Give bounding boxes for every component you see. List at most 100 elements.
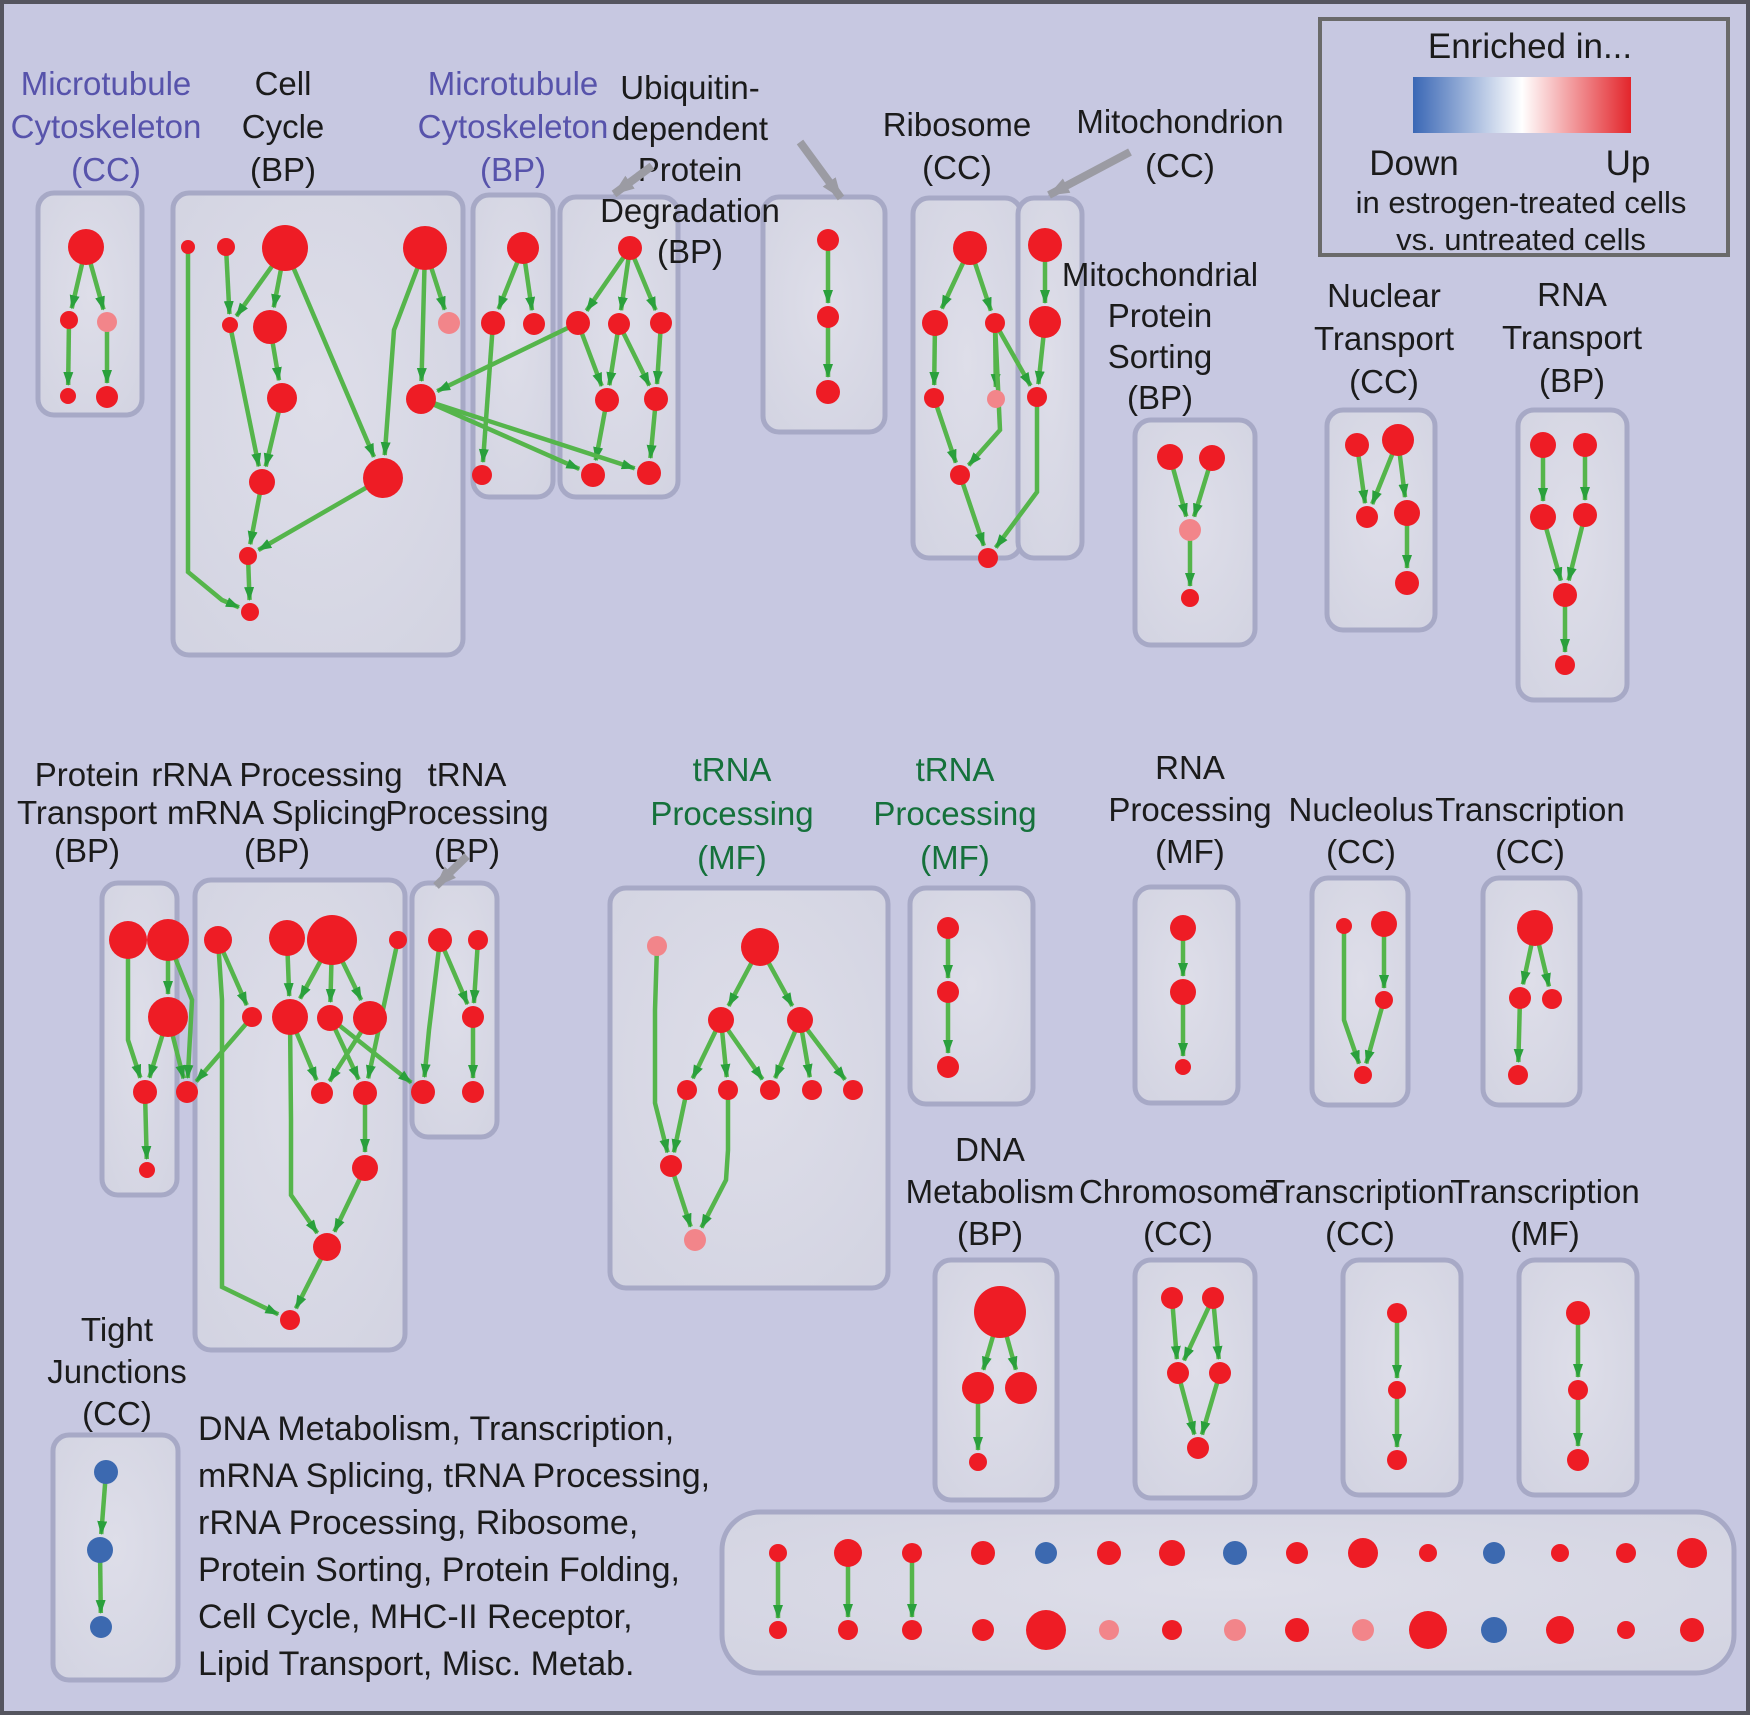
go-term-node-red[interactable] <box>1028 228 1062 262</box>
go-term-node-red[interactable] <box>272 999 308 1035</box>
go-term-node-red[interactable] <box>353 1001 387 1035</box>
go-term-node-red[interactable] <box>462 1081 484 1103</box>
go-term-node-red[interactable] <box>1509 987 1531 1009</box>
go-term-node-pink[interactable] <box>1352 1619 1374 1641</box>
go-term-node-red[interactable] <box>937 1056 959 1078</box>
go-term-node-red[interactable] <box>363 458 403 498</box>
go-term-node-red[interactable] <box>950 465 970 485</box>
go-term-node-red[interactable] <box>1387 1450 1407 1470</box>
go-term-node-red[interactable] <box>902 1620 922 1640</box>
go-term-node-red[interactable] <box>242 1007 262 1027</box>
go-term-node-pink[interactable] <box>647 936 667 956</box>
go-term-node-red[interactable] <box>267 383 297 413</box>
go-term-node-pink[interactable] <box>684 1229 706 1251</box>
go-term-node-red[interactable] <box>1187 1437 1209 1459</box>
go-term-node-red[interactable] <box>1285 1618 1309 1642</box>
go-term-node-red[interactable] <box>937 917 959 939</box>
go-term-node-red[interactable] <box>769 1544 787 1562</box>
go-term-node-pink[interactable] <box>1099 1620 1119 1640</box>
go-term-node-red[interactable] <box>1617 1621 1635 1639</box>
go-term-node-red[interactable] <box>760 1080 780 1100</box>
go-term-node-red[interactable] <box>307 915 357 965</box>
go-term-node-blue[interactable] <box>1481 1617 1507 1643</box>
go-term-node-red[interactable] <box>1345 433 1369 457</box>
go-term-node-pink[interactable] <box>1179 519 1201 541</box>
go-term-node-red[interactable] <box>595 388 619 412</box>
go-term-node-red[interactable] <box>403 226 447 270</box>
go-term-node-red[interactable] <box>139 1162 155 1178</box>
go-term-node-blue[interactable] <box>87 1537 113 1563</box>
go-term-node-red[interactable] <box>838 1620 858 1640</box>
go-term-node-red[interactable] <box>1199 445 1225 471</box>
go-term-node-red[interactable] <box>974 1286 1026 1338</box>
go-term-node-red[interactable] <box>1005 1372 1037 1404</box>
go-term-node-red[interactable] <box>1680 1618 1704 1642</box>
go-term-node-pink[interactable] <box>1224 1619 1246 1641</box>
go-term-node-red[interactable] <box>1209 1362 1231 1384</box>
go-term-node-red[interactable] <box>650 312 672 334</box>
go-term-node-red[interactable] <box>1181 589 1199 607</box>
go-term-node-red[interactable] <box>109 921 147 959</box>
go-term-node-pink[interactable] <box>987 390 1005 408</box>
go-term-node-red[interactable] <box>317 1005 343 1031</box>
go-term-node-red[interactable] <box>787 1007 813 1033</box>
go-term-node-red[interactable] <box>1354 1066 1372 1084</box>
go-term-node-red[interactable] <box>68 229 104 265</box>
go-term-node-red[interactable] <box>1286 1542 1308 1564</box>
go-term-node-red[interactable] <box>817 306 839 328</box>
go-term-node-red[interactable] <box>411 1080 435 1104</box>
go-term-node-red[interactable] <box>1026 1610 1066 1650</box>
go-term-node-red[interactable] <box>816 380 840 404</box>
go-term-node-red[interactable] <box>1546 1616 1574 1644</box>
go-term-node-red[interactable] <box>1542 989 1562 1009</box>
go-term-node-red[interactable] <box>937 981 959 1003</box>
go-term-node-red[interactable] <box>985 313 1005 333</box>
go-term-node-red[interactable] <box>962 1372 994 1404</box>
go-term-node-red[interactable] <box>176 1081 198 1103</box>
go-term-node-blue[interactable] <box>90 1616 112 1638</box>
go-term-node-red[interactable] <box>971 1541 995 1565</box>
go-term-node-red[interactable] <box>1567 1449 1589 1471</box>
go-term-node-red[interactable] <box>262 225 308 271</box>
go-term-node-red[interactable] <box>660 1155 682 1177</box>
go-term-node-red[interactable] <box>953 231 987 265</box>
go-term-node-red[interactable] <box>677 1080 697 1100</box>
go-term-node-red[interactable] <box>204 926 232 954</box>
go-term-node-red[interactable] <box>1159 1540 1185 1566</box>
go-term-node-red[interactable] <box>253 310 287 344</box>
go-term-node-red[interactable] <box>523 313 545 335</box>
go-term-node-red[interactable] <box>1508 1065 1528 1085</box>
go-term-node-red[interactable] <box>843 1080 863 1100</box>
go-term-node-red[interactable] <box>708 1007 734 1033</box>
go-term-node-red[interactable] <box>481 311 505 335</box>
go-term-node-red[interactable] <box>1551 1544 1569 1562</box>
go-term-node-red[interactable] <box>389 931 407 949</box>
go-term-node-red[interactable] <box>1356 506 1378 528</box>
go-term-node-red[interactable] <box>608 313 630 335</box>
go-term-node-red[interactable] <box>353 1081 377 1105</box>
go-term-node-red[interactable] <box>834 1539 862 1567</box>
go-term-node-pink[interactable] <box>97 312 117 332</box>
go-term-node-red[interactable] <box>406 384 436 414</box>
go-term-node-red[interactable] <box>148 997 188 1037</box>
go-term-node-red[interactable] <box>1566 1301 1590 1325</box>
go-term-node-red[interactable] <box>1530 432 1556 458</box>
go-term-node-blue[interactable] <box>94 1460 118 1484</box>
go-term-node-red[interactable] <box>222 317 238 333</box>
go-term-node-red[interactable] <box>1568 1380 1588 1400</box>
go-term-node-red[interactable] <box>581 463 605 487</box>
go-term-node-red[interactable] <box>1573 503 1597 527</box>
go-term-node-red[interactable] <box>249 469 275 495</box>
go-term-node-red[interactable] <box>352 1155 378 1181</box>
go-term-node-red[interactable] <box>1375 991 1393 1009</box>
go-term-node-red[interactable] <box>1027 387 1047 407</box>
go-term-node-red[interactable] <box>1517 910 1553 946</box>
go-term-node-red[interactable] <box>1677 1538 1707 1568</box>
go-term-node-red[interactable] <box>1573 433 1597 457</box>
go-term-node-red[interactable] <box>637 461 661 485</box>
go-term-node-red[interactable] <box>972 1619 994 1641</box>
go-term-node-red[interactable] <box>1170 979 1196 1005</box>
go-term-node-pink[interactable] <box>438 312 460 334</box>
go-term-node-red[interactable] <box>969 1453 987 1471</box>
go-term-node-red[interactable] <box>618 236 642 260</box>
